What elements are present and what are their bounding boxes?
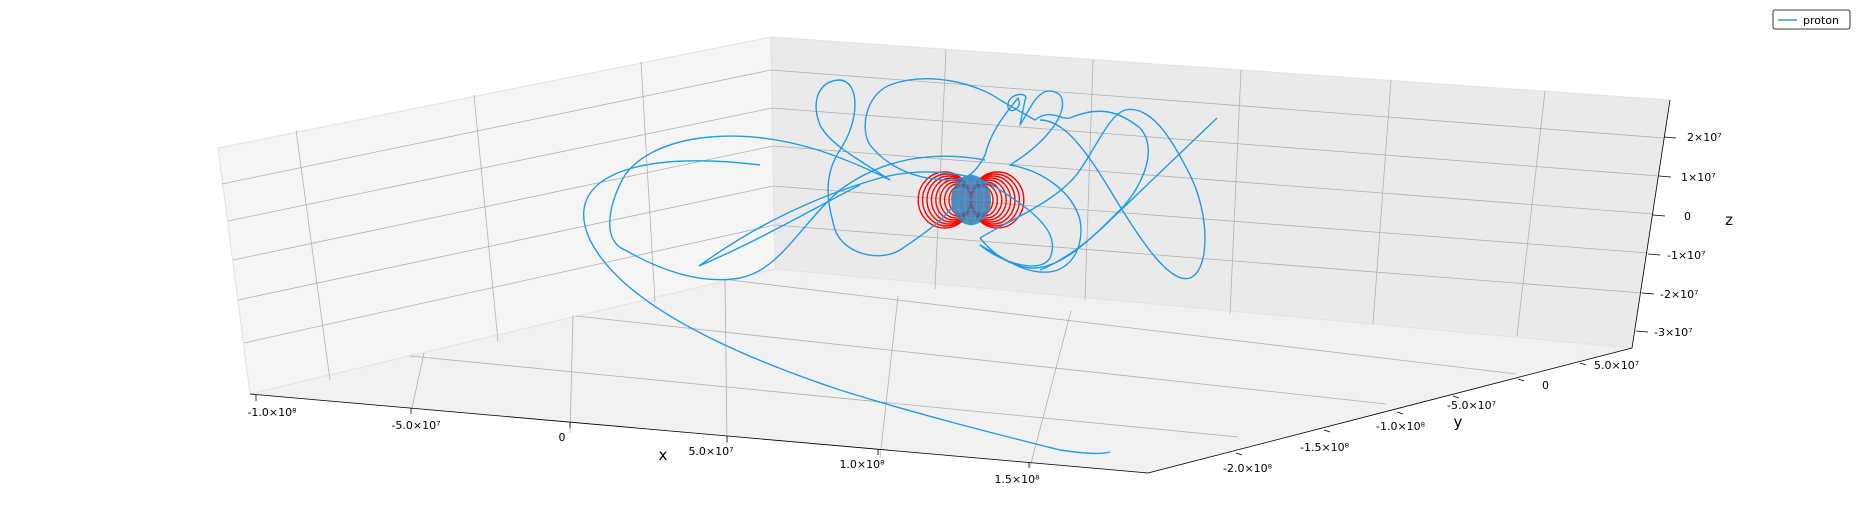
- proton-trajectory-segment: [609, 79, 986, 281]
- z-ticks: [1635, 136, 1677, 333]
- x-axis-label: x: [659, 446, 668, 464]
- z-tick-label: 1×10⁷: [1681, 171, 1716, 184]
- z-tick-label: -2×10⁷: [1660, 288, 1699, 301]
- x-tick-label: 0: [559, 431, 566, 444]
- x-tick-label: 1.5×10⁸: [994, 473, 1040, 486]
- legend: proton: [1772, 9, 1851, 30]
- z-axis-line: [1631, 99, 1671, 349]
- y-tick-label: -2.0×10⁸: [1223, 462, 1273, 475]
- x-tick-label: -1.0×10⁸: [247, 406, 297, 419]
- z-tick-label: 2×10⁷: [1687, 131, 1722, 144]
- z-tick-label: 0: [1684, 210, 1691, 223]
- y-tick-label: 5.0×10⁷: [1594, 359, 1639, 372]
- proton-trajectory: [698, 78, 1149, 273]
- x-axis-line: [249, 393, 1149, 474]
- x-ticks: [255, 395, 1030, 468]
- legend-box: [1772, 9, 1851, 30]
- x-tick-label: 1.0×10⁸: [839, 458, 885, 471]
- y-tick-label: -5.0×10⁷: [1447, 399, 1496, 412]
- z-tick-label: -3×10⁷: [1654, 326, 1693, 339]
- y-tick-label: -1.5×10⁸: [1300, 441, 1350, 454]
- y-axis-line: [1147, 347, 1633, 474]
- proton-trajectory-segment: [583, 160, 1111, 455]
- y-tick-label: -1.0×10⁸: [1376, 420, 1426, 433]
- proton-trajectory-segment: [698, 184, 861, 267]
- y-tick-label: 0: [1542, 379, 1549, 392]
- z-axis-label: z: [1725, 211, 1733, 229]
- legend-label-proton: proton: [1803, 14, 1839, 27]
- axes-panes: [217, 36, 1671, 474]
- z-tick-label: -1×10⁷: [1667, 249, 1706, 262]
- y-axis-label: y: [1454, 413, 1463, 431]
- proton-trajectory-segment: [1039, 117, 1218, 271]
- x-tick-label: 5.0×10⁷: [688, 445, 733, 458]
- y-ticks: [1235, 362, 1587, 456]
- proton-trajectory-segment: [979, 108, 1206, 280]
- axis-lines: [249, 99, 1671, 474]
- x-tick-label: -5.0×10⁷: [391, 419, 440, 432]
